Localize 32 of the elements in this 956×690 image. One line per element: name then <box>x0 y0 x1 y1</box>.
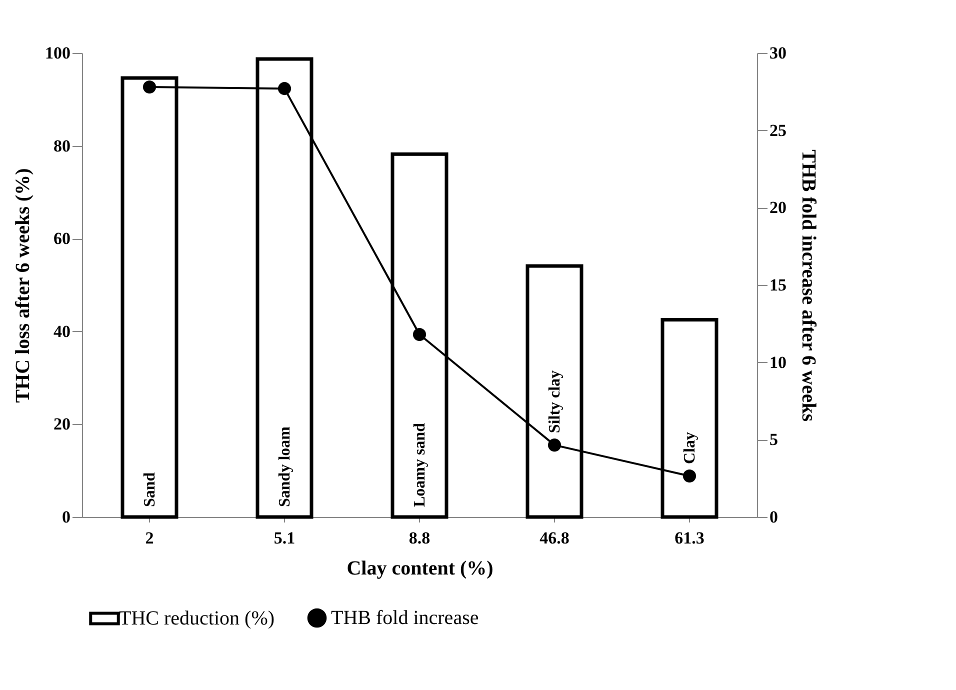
y2-tick-label: 25 <box>770 120 786 140</box>
annotation: Loamy sand <box>412 422 428 507</box>
y-tick-label: 20 <box>54 414 70 434</box>
point <box>412 328 426 341</box>
x-tick-label: 5.1 <box>274 528 296 548</box>
y-tick-label: 40 <box>54 322 70 341</box>
y-tick-label: 100 <box>45 44 70 62</box>
legend-label: THB fold increase <box>331 607 479 629</box>
y2-tick-label: 10 <box>770 352 786 372</box>
annotation: Sand <box>142 472 158 507</box>
y2-tick-label: 15 <box>770 276 786 294</box>
annotation: Silty clay <box>546 370 564 434</box>
point <box>142 80 156 94</box>
point <box>278 82 292 96</box>
x-tick-label: 61.3 <box>674 528 704 548</box>
y2-tick-label: 5 <box>770 430 778 450</box>
x-tick-label: 8.8 <box>408 528 430 548</box>
x-tick-label: 2 <box>145 528 154 548</box>
y2-tick-label: 20 <box>770 198 786 218</box>
y-tick-label: 0 <box>62 508 70 526</box>
y2-tick-label: 30 <box>770 44 786 62</box>
y-axis-title: THC loss after 6 weeks (%) <box>12 168 34 403</box>
y-tick-label: 60 <box>54 229 70 248</box>
annotation: Sandy loam <box>276 426 294 507</box>
annotation: Clay <box>682 432 698 464</box>
y2-tick-label: 0 <box>770 508 778 526</box>
x-tick-label: 46.8 <box>540 528 570 548</box>
y2-axis-title: THB fold increase after 6 weeks <box>798 149 820 422</box>
point <box>682 470 696 483</box>
point <box>548 438 562 452</box>
x-axis-title: Clay content (%) <box>346 558 494 580</box>
y-tick-label: 80 <box>54 136 70 156</box>
